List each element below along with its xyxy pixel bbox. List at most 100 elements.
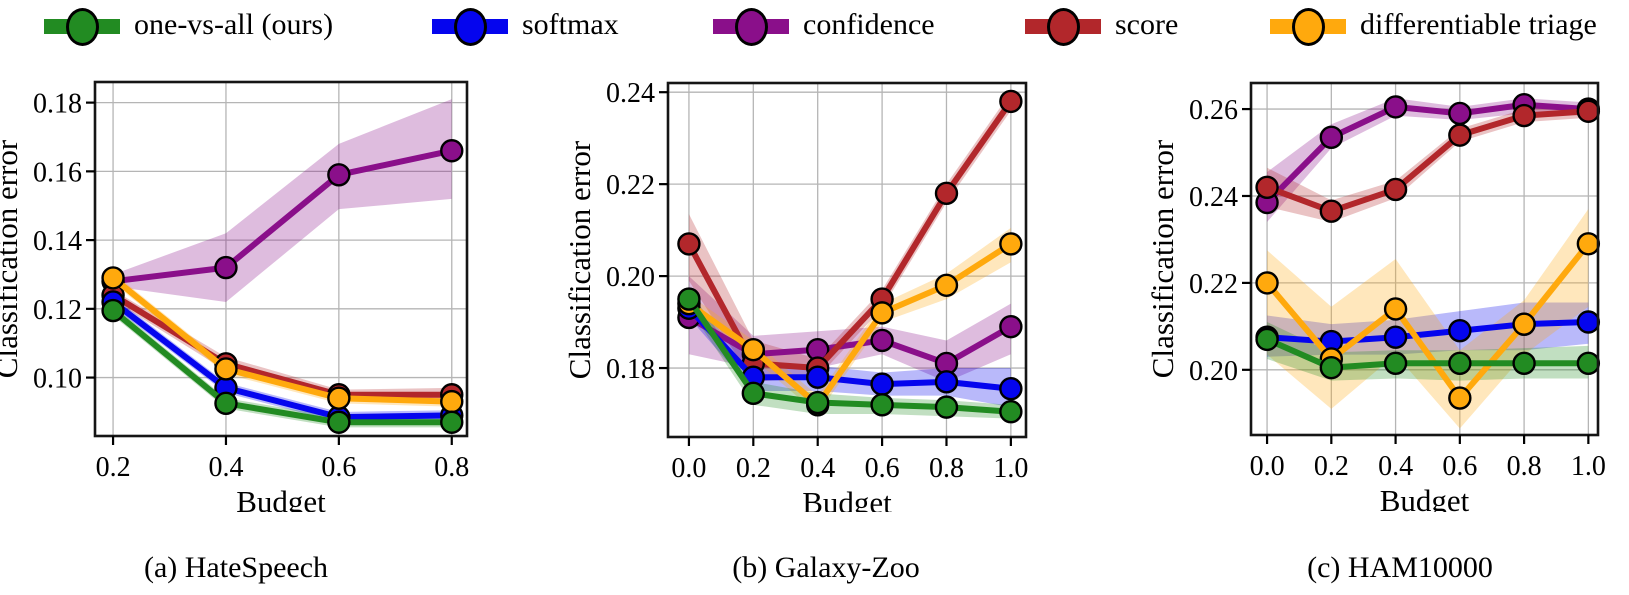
marker-differentiable-triage xyxy=(214,357,238,381)
marker-one-vs-all xyxy=(741,381,766,406)
marker-score xyxy=(1255,175,1279,199)
marker-one-vs-all xyxy=(1576,351,1601,375)
y-tick-label: 0.10 xyxy=(33,364,82,395)
marker-one-vs-all xyxy=(806,390,830,415)
marker-differentiable-triage xyxy=(1448,386,1472,410)
line-differentiable-triage xyxy=(1264,240,1592,402)
marker-confidence xyxy=(440,139,464,163)
marker-softmax xyxy=(1383,325,1408,349)
marker-differentiable-triage xyxy=(101,266,125,290)
line-differentiable-triage xyxy=(685,240,1014,408)
marker-differentiable-triage xyxy=(1383,297,1408,321)
y-tick-label: 0.26 xyxy=(1189,95,1238,126)
band-one-vs-all xyxy=(688,289,1011,419)
marker-one-vs-all xyxy=(934,395,959,419)
marker-score xyxy=(999,89,1023,114)
y-tick-label: 0.22 xyxy=(1189,269,1238,300)
x-tick-label: 0.8 xyxy=(434,452,469,483)
legend-label: one-vs-all (ours) xyxy=(134,8,334,41)
y-tick-label: 0.20 xyxy=(606,262,655,293)
y-axis-label: Classification error xyxy=(562,140,597,379)
marker-score xyxy=(1383,177,1408,202)
y-tick-label: 0.24 xyxy=(606,78,655,109)
marker-differentiable-triage xyxy=(999,232,1023,256)
marker-differentiable-triage xyxy=(870,301,894,325)
marker-differentiable-triage xyxy=(1512,312,1536,336)
marker-one-vs-all xyxy=(1448,351,1472,375)
y-axis-label: Classification error xyxy=(0,139,24,378)
marker-confidence xyxy=(999,314,1023,339)
series-score xyxy=(1255,99,1601,223)
x-tick-label: 0.6 xyxy=(1442,451,1477,482)
x-tick-label: 0.4 xyxy=(1378,451,1413,482)
legend-marker-icon xyxy=(66,8,99,46)
x-tick-label: 0.4 xyxy=(800,453,835,484)
marker-confidence xyxy=(214,255,238,280)
y-tick-label: 0.22 xyxy=(606,170,655,201)
x-tick-label: 0.8 xyxy=(929,453,964,484)
series-one-vs-all xyxy=(677,287,1023,424)
chart-a: 0.2 0.4 0.6 0.8 0.10 0.12 0.14 0.16 0.18 Budget Cl… xyxy=(0,80,469,512)
legend-line-sample xyxy=(1025,8,1101,46)
marker-one-vs-all xyxy=(1512,351,1536,375)
marker-confidence xyxy=(1383,95,1408,119)
marker-one-vs-all xyxy=(1255,327,1279,352)
marker-one-vs-all xyxy=(214,391,238,416)
tick-labels: 0.0 0.2 0.4 0.6 0.8 1.0 0.20 0.22 0.24 0.26 xyxy=(1189,95,1606,482)
plot-border xyxy=(1249,81,1600,437)
band-differentiable-triage xyxy=(1267,209,1589,429)
legend-marker-icon xyxy=(454,8,487,46)
marker-softmax xyxy=(870,372,894,396)
series-one-vs-all xyxy=(1255,327,1601,380)
marker-differentiable-triage xyxy=(934,273,959,297)
x-tick-label: 0.4 xyxy=(208,452,243,483)
legend-line-sample xyxy=(432,8,508,46)
y-tick-label: 0.16 xyxy=(33,157,82,188)
x-tick-label: 1.0 xyxy=(993,453,1028,484)
marker-score xyxy=(1576,99,1601,123)
x-tick-label: 0.0 xyxy=(1250,451,1285,482)
x-tick-label: 0.2 xyxy=(1314,451,1349,482)
x-tick-label: 0.2 xyxy=(736,453,771,484)
tick-labels: 0.0 0.2 0.4 0.6 0.8 1.0 0.18 0.20 0.22 0.24 xyxy=(606,78,1028,484)
marker-score xyxy=(1319,199,1344,223)
y-axis-label: Classification error xyxy=(1145,139,1180,378)
x-axis-label: Budget xyxy=(1380,483,1470,512)
axis-ticks xyxy=(86,101,453,445)
x-tick-label: 0.6 xyxy=(321,452,356,483)
marker-score xyxy=(677,232,701,256)
legend-marker-icon xyxy=(1292,8,1325,46)
y-tick-label: 0.18 xyxy=(606,354,655,385)
x-axis-label: Budget xyxy=(802,485,892,512)
marker-differentiable-triage xyxy=(1255,271,1279,295)
legend-marker-icon xyxy=(735,8,768,46)
marker-one-vs-all xyxy=(440,410,464,434)
marker-score xyxy=(1448,123,1472,147)
marker-one-vs-all xyxy=(327,410,351,434)
tick-labels: 0.2 0.4 0.6 0.8 0.10 0.12 0.14 0.16 0.18 xyxy=(33,89,469,483)
marker-one-vs-all xyxy=(1319,355,1344,380)
axis-ticks xyxy=(659,91,1012,446)
band-confidence xyxy=(113,99,452,302)
marker-softmax xyxy=(806,365,830,389)
legend: one-vs-all (ours) softmax confidence sco… xyxy=(0,0,1629,52)
marker-confidence xyxy=(327,163,351,187)
legend-line-sample xyxy=(713,8,789,46)
legend-line-sample xyxy=(1270,8,1346,46)
x-axis-label: Budget xyxy=(236,484,326,512)
y-tick-label: 0.12 xyxy=(33,295,82,326)
y-tick-label: 0.18 xyxy=(33,89,82,120)
axis-ticks xyxy=(1242,107,1590,444)
marker-one-vs-all xyxy=(999,400,1023,424)
marker-score xyxy=(934,181,959,206)
line-score xyxy=(110,292,455,398)
marker-confidence xyxy=(870,328,894,353)
line-confidence xyxy=(110,147,455,285)
x-tick-label: 0.6 xyxy=(865,453,900,484)
chart-c: 0.0 0.2 0.4 0.6 0.8 1.0 0.20 0.22 0.24 0.26 Budget… xyxy=(1145,81,1606,512)
marker-differentiable-triage xyxy=(440,389,464,414)
legend-marker-icon xyxy=(1047,8,1080,46)
line-differentiable-triage xyxy=(110,274,455,405)
y-tick-label: 0.20 xyxy=(1189,356,1238,387)
